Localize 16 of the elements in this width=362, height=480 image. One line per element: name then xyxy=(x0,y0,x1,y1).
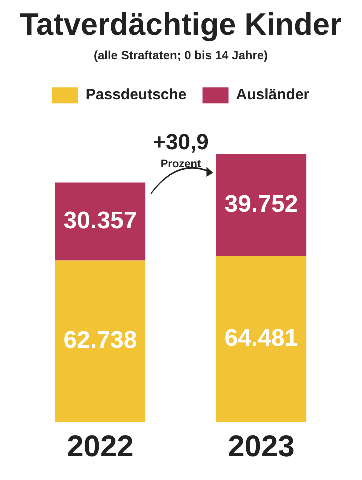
bar xyxy=(216,154,307,256)
x-tick-label: 2023 xyxy=(228,430,295,464)
data-label: 64.481 xyxy=(224,324,298,352)
data-label: 30.357 xyxy=(64,207,138,234)
bar xyxy=(55,182,146,261)
bar xyxy=(216,256,307,422)
bar xyxy=(55,260,146,422)
legend-label: Ausländer xyxy=(236,86,310,104)
data-label: 62.738 xyxy=(64,327,138,354)
legend-label: Passdeutsche xyxy=(86,86,187,104)
x-tick-label: 2022 xyxy=(67,430,134,464)
annotation: Prozent xyxy=(160,158,202,171)
chart-title: Tatverdächtige Kinder xyxy=(20,7,342,42)
chart-subtitle: (alle Straftaten; 0 bis 14 Jahre) xyxy=(94,48,268,63)
annotation: +30,9 xyxy=(153,130,209,155)
data-label: 39.752 xyxy=(224,190,298,218)
